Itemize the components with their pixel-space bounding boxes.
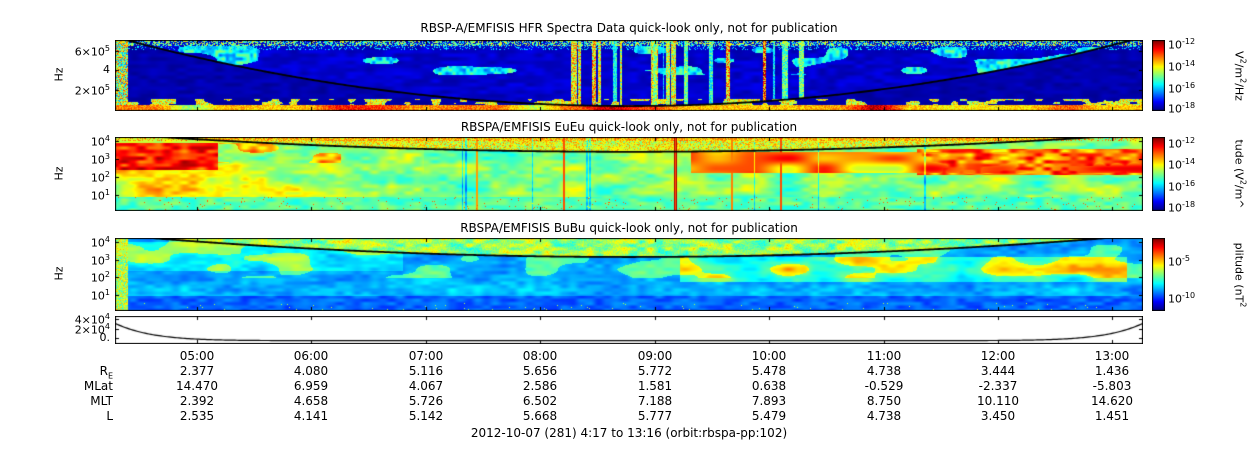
ytick-label: 2×104 — [74, 322, 110, 337]
table-cell: 2.586 — [522, 379, 558, 393]
table-cell: 5.726 — [408, 394, 444, 408]
table-cell: 10.110 — [977, 394, 1019, 408]
table-cell: 5.142 — [408, 409, 444, 423]
table-cell: -0.529 — [864, 379, 904, 393]
colorbar-unit-label: tude (V2/m^ — [1232, 139, 1248, 209]
ytick-label: 102 — [90, 270, 110, 285]
colorbar-tick-label: 10-10 — [1168, 291, 1196, 306]
ytick-label: 4×104 — [74, 312, 110, 327]
table-row-label: RE — [99, 364, 113, 381]
colorbar-tick-label: 10-16 — [1168, 179, 1196, 194]
table-cell: 5.668 — [522, 409, 558, 423]
table-cell: 4.141 — [293, 409, 329, 423]
eueu-spectrogram-canvas — [115, 137, 1143, 211]
table-cell: 7.188 — [637, 394, 673, 408]
colorbar-unit-label: V2/m2/Hz — [1232, 51, 1248, 101]
table-cell: 5.479 — [751, 409, 787, 423]
table-row-label: MLat — [83, 379, 113, 393]
table-cell: 14.470 — [176, 379, 218, 393]
time-tick-label: 09:00 — [637, 349, 673, 363]
ytick-label: 102 — [90, 170, 110, 185]
colorbar-tick-label: 10-18 — [1168, 101, 1196, 116]
colorbar-tick-label: 10-14 — [1168, 157, 1196, 172]
table-cell: 7.893 — [751, 394, 787, 408]
time-tick-label: 07:00 — [408, 349, 444, 363]
ytick-label: 101 — [90, 188, 110, 203]
bubu-spectrogram-canvas — [115, 238, 1143, 311]
colorbar-unit-label: plitude (nT2 — [1232, 242, 1248, 308]
ytick-label: 4 — [103, 63, 110, 76]
table-cell: 4.738 — [866, 409, 902, 423]
table-cell: 8.750 — [866, 394, 902, 408]
colorbar-tick-label: 10-16 — [1168, 81, 1196, 96]
ytick-label: 0. — [99, 331, 111, 344]
table-cell: 6.959 — [293, 379, 329, 393]
table-cell: 4.080 — [293, 364, 329, 378]
table-cell: 1.451 — [1094, 409, 1130, 423]
table-cell: -5.803 — [1092, 379, 1132, 393]
ytick-label: 103 — [90, 253, 110, 268]
panel-title-bubu: RBSPA/EMFISIS BuBu quick-look only, not … — [460, 221, 798, 235]
table-cell: 2.392 — [179, 394, 215, 408]
table-cell: 5.777 — [637, 409, 673, 423]
table-cell: 6.502 — [522, 394, 558, 408]
table-cell: 4.658 — [293, 394, 329, 408]
ytick-label: 6×105 — [74, 44, 110, 59]
table-cell: 2.535 — [179, 409, 215, 423]
table-cell: 2.377 — [179, 364, 215, 378]
table-cell: 4.067 — [408, 379, 444, 393]
time-tick-label: 05:00 — [179, 349, 215, 363]
time-tick-label: 08:00 — [522, 349, 558, 363]
colorbar-tick-label: 10-12 — [1168, 136, 1196, 151]
eueu-colorbar — [1152, 137, 1165, 211]
table-cell: 14.620 — [1091, 394, 1133, 408]
table-cell: -2.337 — [978, 379, 1018, 393]
hfr-colorbar — [1152, 40, 1165, 111]
colorbar-tick-label: 10-5 — [1168, 254, 1190, 269]
panel-title-hfr: RBSP-A/EMFISIS HFR Spectra Data quick-lo… — [420, 21, 838, 35]
ytick-label: 101 — [90, 288, 110, 303]
table-cell: 3.444 — [980, 364, 1016, 378]
table-cell: 5.478 — [751, 364, 787, 378]
ytick-label: 2×105 — [74, 83, 110, 98]
colorbar-tick-label: 10-12 — [1168, 37, 1196, 52]
ytick-label: 103 — [90, 152, 110, 167]
table-cell: 5.116 — [408, 364, 444, 378]
time-tick-label: 11:00 — [866, 349, 902, 363]
ytick-label: 104 — [90, 134, 110, 149]
table-cell: 1.436 — [1094, 364, 1130, 378]
ytick-label: 104 — [90, 235, 110, 250]
colorbar-tick-label: 10-14 — [1168, 59, 1196, 74]
table-cell: 1.581 — [637, 379, 673, 393]
bubu-colorbar — [1152, 238, 1165, 311]
time-tick-label: 10:00 — [751, 349, 787, 363]
table-cell: 3.450 — [980, 409, 1016, 423]
figure-caption: 2012-10-07 (281) 4:17 to 13:16 (orbit:rb… — [470, 426, 788, 440]
table-cell: 5.772 — [637, 364, 673, 378]
time-tick-label: 13:00 — [1094, 349, 1130, 363]
panel-title-eueu: RBSPA/EMFISIS EuEu quick-look only, not … — [460, 120, 798, 134]
field-magnitude-line-canvas — [115, 316, 1143, 344]
time-tick-label: 12:00 — [980, 349, 1016, 363]
table-cell: 0.638 — [751, 379, 787, 393]
table-row-label: L — [106, 409, 113, 423]
table-cell: 4.738 — [866, 364, 902, 378]
table-row-label: MLT — [90, 394, 113, 408]
hfr-spectrogram-canvas — [115, 40, 1143, 111]
colorbar-tick-label: 10-18 — [1168, 200, 1196, 215]
time-tick-label: 06:00 — [293, 349, 329, 363]
table-cell: 5.656 — [522, 364, 558, 378]
